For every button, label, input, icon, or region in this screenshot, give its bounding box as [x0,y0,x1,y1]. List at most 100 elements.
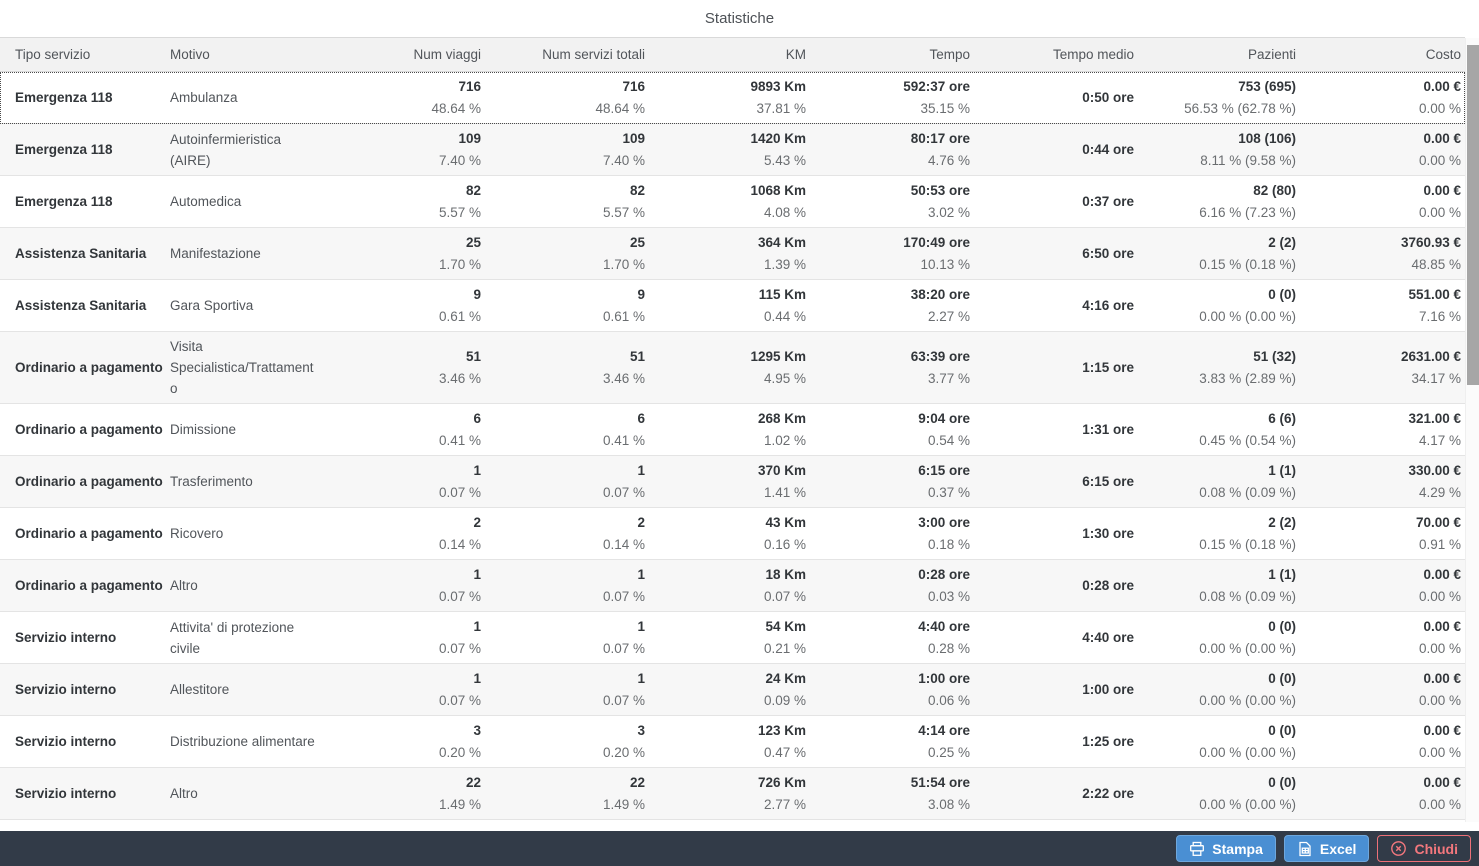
cell-km: 370 Km 1.41 % [645,455,806,508]
tipo-label: Servizio interno [15,786,117,801]
table-row[interactable]: Ordinario a pagamento Visita Specialistic… [0,331,1465,404]
cell-motivo: Altro [170,559,325,612]
cell-servizi: 1 0.07 % [481,611,645,664]
cell-motivo: Trasferimento [170,455,325,508]
table-row[interactable]: Ordinario a pagamento Dimissione 6 0.41 % 6 0… [0,403,1465,456]
km-value: 268 Km [757,411,806,426]
table-row[interactable]: Emergenza 118 Ambulanza 716 48.64 % 716 48.64… [0,71,1465,124]
servizi-percent: 48.64 % [595,101,645,116]
cell-tempo: 4:40 ore 0.28 % [806,611,970,664]
table-row[interactable]: Servizio interno Attivita' di protezione … [0,611,1465,664]
table-row[interactable]: Servizio interno Allestitore 1 0.07 % 1 0.07 … [0,663,1465,716]
tempo-value: 592:37 ore [903,79,970,94]
cell-servizi: 109 7.40 % [481,123,645,176]
table-row[interactable]: Servizio interno Altro 22 1.49 % 22 1.49 % 726… [0,767,1465,820]
costo-value: 0.00 € [1423,79,1461,94]
cell-tempo_medio: 0:28 ore [970,559,1134,612]
column-header-label: Tipo servizio [15,47,91,62]
table-row[interactable]: Ordinario a pagamento Ricovero 2 0.14 % 2 0.1… [0,507,1465,560]
servizi-value: 2 [637,515,645,530]
cell-viaggi: 716 48.64 % [325,71,481,124]
pazienti-percent: 3.83 % (2.89 %) [1199,371,1296,386]
table-row[interactable]: Emergenza 118 Autoinfermieristica (AIRE) 1… [0,123,1465,176]
pazienti-percent: 0.15 % (0.18 %) [1199,257,1296,272]
motivo-label: Ricovero [170,526,224,541]
stampa-button[interactable]: Stampa [1176,835,1276,862]
tipo-label: Servizio interno [15,630,117,645]
motivo-label: Dimissione [170,422,237,437]
costo-percent: 0.00 % [1418,745,1461,760]
column-header-costo: Costo [1296,37,1465,72]
cell-servizi: 82 5.57 % [481,175,645,228]
table-row[interactable]: Assistenza Sanitaria Manifestazione 25 1.70… [0,227,1465,280]
motivo-label: Distribuzione alimentare [170,734,315,749]
cell-motivo: Ricovero [170,507,325,560]
pazienti-value: 1 (1) [1268,463,1296,478]
scrollbar-track[interactable] [1465,38,1479,822]
cell-km: 1420 Km 5.43 % [645,123,806,176]
table-row[interactable]: Assistenza Sanitaria Gara Sportiva 9 0.61 %… [0,279,1465,332]
cell-motivo: Attivita' di protezione civile [170,611,325,664]
column-header-km: KM [645,37,806,72]
servizi-percent: 0.07 % [602,693,645,708]
tempo_medio-value: 4:40 ore [1082,630,1134,645]
table-row[interactable]: Ordinario a pagamento Altro 1 0.07 % 1 0.07 %… [0,559,1465,612]
cell-tempo: 3:00 ore 0.18 % [806,507,970,560]
cell-pazienti: 2 (2) 0.15 % (0.18 %) [1134,227,1296,280]
cell-tipo: Assistenza Sanitaria [0,227,170,280]
cell-viaggi: 25 1.70 % [325,227,481,280]
cell-km: 115 Km 0.44 % [645,279,806,332]
tempo-percent: 0.28 % [927,641,970,656]
cell-km: 1295 Km 4.95 % [645,331,806,404]
cell-viaggi: 1 0.07 % [325,663,481,716]
cell-motivo: Visita Specialistica/Trattamento [170,331,325,404]
viaggi-value: 22 [465,775,481,790]
km-value: 9893 Km [750,79,806,94]
km-percent: 0.07 % [763,589,806,604]
cell-tempo: 50:53 ore 3.02 % [806,175,970,228]
servizi-percent: 3.46 % [602,371,645,386]
viaggi-value: 9 [473,287,481,302]
cell-viaggi: 109 7.40 % [325,123,481,176]
table-row[interactable]: Servizio interno Distribuzione alimentare… [0,715,1465,768]
viaggi-value: 716 [458,79,481,94]
tipo-label: Ordinario a pagamento [15,422,163,437]
costo-percent: 48.85 % [1411,257,1461,272]
cell-costo: 0.00 € 0.00 % [1296,767,1465,820]
cell-servizi: 6 0.41 % [481,403,645,456]
costo-value: 321.00 € [1408,411,1461,426]
cell-servizi: 22 1.49 % [481,767,645,820]
servizi-value: 82 [629,183,645,198]
km-percent: 1.39 % [763,257,806,272]
chiudi-button[interactable]: Chiudi [1377,835,1471,862]
pazienti-value: 6 (6) [1268,411,1296,426]
dialog-title-bar: Statistiche [0,0,1479,37]
excel-button[interactable]: Excel [1283,835,1370,862]
scrollbar-thumb[interactable] [1467,45,1479,385]
tipo-label: Servizio interno [15,734,117,749]
viaggi-percent: 0.07 % [438,589,481,604]
cell-pazienti: 6 (6) 0.45 % (0.54 %) [1134,403,1296,456]
table-body: Emergenza 118 Ambulanza 716 48.64 % 716 48.64… [0,71,1465,820]
costo-value: 2631.00 € [1400,349,1461,364]
table-row[interactable]: Ordinario a pagamento Trasferimento 1 0.07 … [0,455,1465,508]
cell-viaggi: 1 0.07 % [325,455,481,508]
cell-costo: 0.00 € 0.00 % [1296,559,1465,612]
cell-km: 268 Km 1.02 % [645,403,806,456]
excel-button-label: Excel [1319,840,1357,857]
cell-tipo: Emergenza 118 [0,71,170,124]
cell-costo: 321.00 € 4.17 % [1296,403,1465,456]
cell-costo: 0.00 € 0.00 % [1296,611,1465,664]
cell-tempo_medio: 4:16 ore [970,279,1134,332]
servizi-percent: 5.57 % [602,205,645,220]
cell-motivo: Distribuzione alimentare [170,715,325,768]
servizi-percent: 0.07 % [602,589,645,604]
costo-value: 0.00 € [1423,775,1461,790]
tipo-label: Emergenza 118 [15,194,113,209]
servizi-percent: 0.41 % [602,433,645,448]
tempo_medio-value: 0:50 ore [1082,90,1134,105]
motivo-label: Visita Specialistica/Trattamento [170,339,314,396]
table-row[interactable]: Emergenza 118 Automedica 82 5.57 % 82 5.57 % 1… [0,175,1465,228]
cell-motivo: Dimissione [170,403,325,456]
cell-viaggi: 22 1.49 % [325,767,481,820]
